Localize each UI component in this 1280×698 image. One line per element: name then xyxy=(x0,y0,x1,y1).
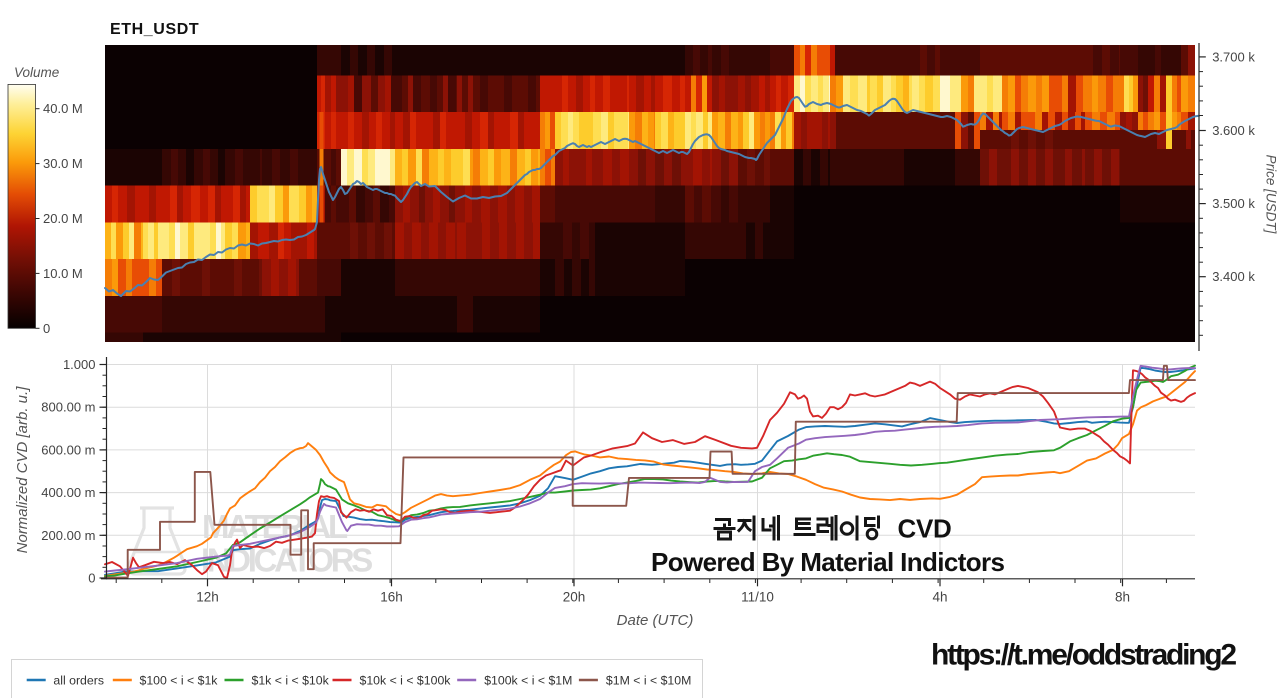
svg-text:CVD: CVD xyxy=(898,514,952,544)
svg-text:20h: 20h xyxy=(563,590,586,605)
svg-text:all orders: all orders xyxy=(53,674,104,688)
svg-text:INDICATORS: INDICATORS xyxy=(201,542,372,579)
svg-text:3.500 k: 3.500 k xyxy=(1212,196,1255,211)
svg-text:200.00 m: 200.00 m xyxy=(41,528,95,543)
svg-text:Price [USDT]: Price [USDT] xyxy=(1264,155,1279,235)
svg-text:400.00 m: 400.00 m xyxy=(41,485,95,500)
svg-text:0: 0 xyxy=(88,571,95,586)
svg-text:$100k < i < $1M: $100k < i < $1M xyxy=(484,674,572,688)
svg-text:$100 < i < $1k: $100 < i < $1k xyxy=(140,674,219,688)
svg-text:Normalized CVD [arb. u.]: Normalized CVD [arb. u.] xyxy=(14,386,31,554)
svg-text:4h: 4h xyxy=(932,590,947,605)
svg-text:$10k < i < $100k: $10k < i < $100k xyxy=(360,674,452,688)
svg-text:https://t.me/oddstrading2: https://t.me/oddstrading2 xyxy=(931,639,1237,672)
svg-text:1.000: 1.000 xyxy=(63,357,96,372)
svg-text:11/10: 11/10 xyxy=(741,590,774,605)
svg-text:16h: 16h xyxy=(380,590,403,605)
svg-text:ETH_USDT: ETH_USDT xyxy=(110,21,199,38)
svg-text:Date (UTC): Date (UTC) xyxy=(617,612,694,629)
svg-text:3.600 k: 3.600 k xyxy=(1212,123,1255,138)
svg-text:12h: 12h xyxy=(196,590,219,605)
svg-text:3.700 k: 3.700 k xyxy=(1212,49,1255,64)
svg-text:600.00 m: 600.00 m xyxy=(41,442,95,457)
svg-text:Volume: Volume xyxy=(14,65,59,80)
svg-text:0: 0 xyxy=(43,321,50,336)
svg-text:$1k < i < $10k: $1k < i < $10k xyxy=(252,674,330,688)
svg-text:8h: 8h xyxy=(1115,590,1130,605)
svg-text:10.0 M: 10.0 M xyxy=(43,266,83,281)
svg-text:$1M < i < $10M: $1M < i < $10M xyxy=(606,674,691,688)
svg-text:30.0 M: 30.0 M xyxy=(43,156,83,171)
svg-text:40.0 M: 40.0 M xyxy=(43,101,83,116)
svg-text:20.0 M: 20.0 M xyxy=(43,211,83,226)
svg-text:800.00 m: 800.00 m xyxy=(41,400,95,415)
svg-text:Powered By Material Indictors: Powered By Material Indictors xyxy=(651,547,1005,577)
svg-text:3.400 k: 3.400 k xyxy=(1212,269,1255,284)
